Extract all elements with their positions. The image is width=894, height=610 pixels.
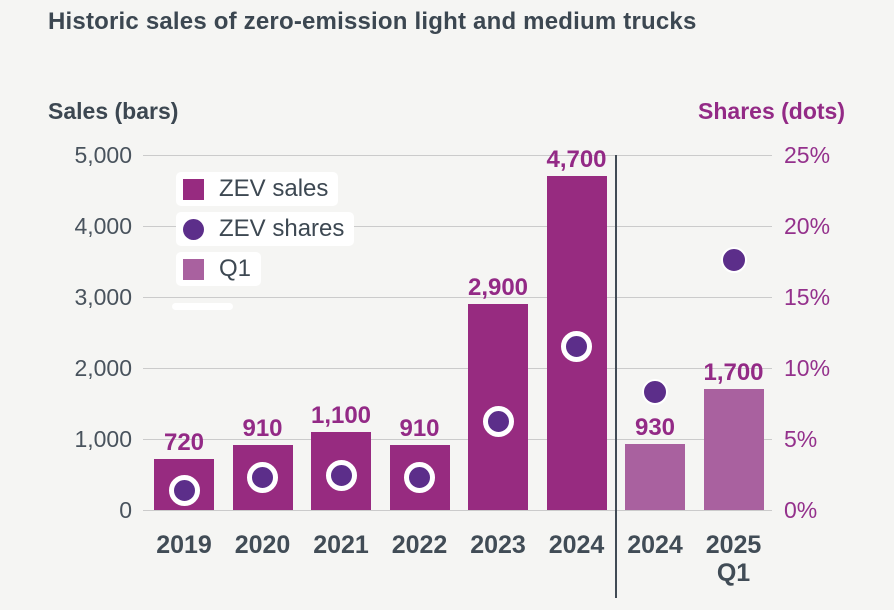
right-axis-tick-label: 25%	[784, 142, 831, 168]
share-dot-2024-q1	[642, 379, 668, 406]
bar-value-label: 2,900	[467, 274, 529, 302]
chart-title: Historic sales of zero-emission light an…	[48, 8, 697, 35]
right-axis-tick-label: 20%	[784, 213, 831, 239]
bar-value-label: 1,700	[703, 359, 764, 387]
bar-value-label: 1,100	[310, 401, 372, 429]
x-axis-tick-label: 2024	[627, 531, 683, 559]
bar-2024-q1	[625, 443, 685, 510]
x-axis-tick-label: 2021	[313, 531, 369, 559]
right-axis-tick-label: 5%	[784, 426, 818, 452]
share-dot-2024	[561, 331, 592, 363]
share-dot-2022	[404, 461, 435, 493]
legend-label: ZEV sales	[219, 175, 329, 202]
bar-value-label: 720	[163, 428, 205, 456]
legend-item-zev-shares: ZEV shares	[176, 212, 355, 246]
gridline	[143, 510, 772, 511]
gridline	[143, 226, 772, 227]
x-axis-tick-label: 2022	[391, 531, 448, 559]
legend-label: ZEV shares	[219, 215, 345, 242]
x-axis-tick-sublabel: Q1	[716, 559, 751, 587]
left-axis-tick-label: 0	[119, 497, 132, 523]
gridline	[143, 297, 772, 298]
gridline	[143, 368, 772, 369]
x-axis-tick-label: 2025 Q1	[689, 531, 779, 587]
share-dot-2023	[482, 406, 514, 438]
legend-swatch-square-icon	[183, 258, 204, 280]
share-dot-2020	[247, 461, 278, 493]
left-axis-tick-label: 4,000	[74, 213, 132, 239]
right-axis-tick-label: 0%	[784, 497, 818, 523]
x-axis-tick-label: 2020	[234, 531, 291, 559]
bar-value-label: 910	[242, 415, 283, 443]
legend-swatch-square-icon	[183, 178, 204, 200]
legend-label: Q1	[219, 255, 252, 282]
left-axis-title: Sales (bars)	[48, 98, 179, 124]
left-axis-tick-label: 3,000	[74, 284, 132, 310]
legend-item-q1: Q1	[176, 252, 262, 286]
bar-2025-q1	[703, 389, 764, 510]
share-dot-2021	[325, 460, 357, 492]
right-axis-tick-label: 15%	[784, 284, 831, 310]
share-dot-2025-q1	[720, 247, 747, 274]
section-divider-line	[614, 155, 617, 598]
bar-value-label: 4,700	[546, 146, 607, 174]
left-axis-tick-label: 5,000	[74, 142, 132, 168]
bar-value-label: 930	[634, 413, 676, 441]
left-axis-tick-label: 1,000	[74, 426, 132, 452]
legend: ZEV sales ZEV shares Q1	[176, 172, 355, 292]
gridline	[143, 155, 772, 156]
legend-swatch-circle-icon	[183, 218, 204, 240]
share-dot-2019	[168, 474, 200, 506]
legend-backing-strip	[172, 303, 233, 310]
x-axis-tick-label: 2019	[156, 531, 212, 559]
x-axis-tick-label: 2024	[548, 531, 605, 559]
bar-value-label: 910	[399, 415, 440, 443]
x-axis-tick-label: 2023	[470, 531, 526, 559]
left-axis-tick-label: 2,000	[74, 355, 132, 381]
legend-item-zev-sales: ZEV sales	[176, 172, 339, 206]
right-axis-title: Shares (dots)	[698, 98, 845, 124]
right-axis-tick-label: 10%	[784, 355, 831, 381]
gridline	[143, 439, 772, 440]
